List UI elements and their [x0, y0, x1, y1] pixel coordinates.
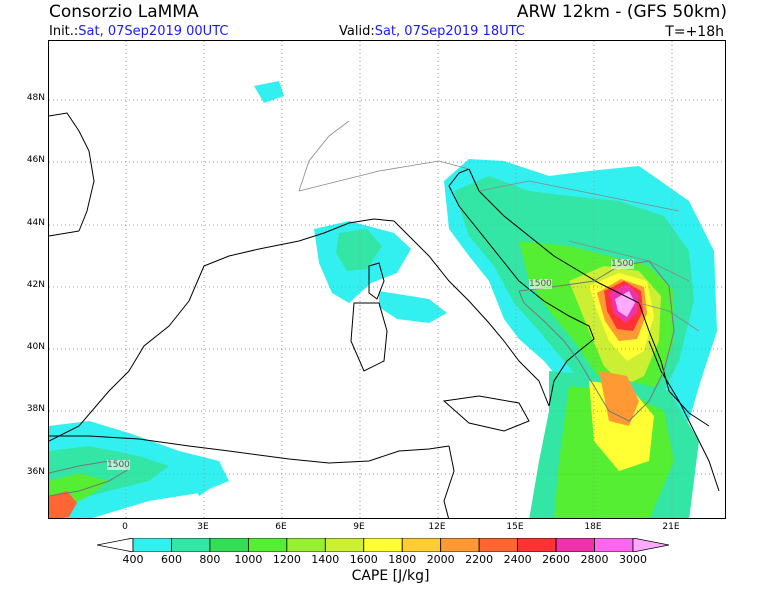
colorbar-segment-high [632, 538, 669, 552]
coast-italy-east [448, 185, 595, 407]
colorbar-segment [401, 538, 442, 552]
map-canvas [49, 41, 725, 518]
lat-label-42n: 42N [26, 280, 45, 290]
colorbar-segment [555, 538, 595, 552]
coastlines [49, 112, 720, 518]
valid-label: Valid: [339, 24, 375, 39]
valid-value: Sat, 07Sep2019 18UTC [374, 24, 525, 39]
colorbar-segment [286, 538, 326, 552]
borders [298, 120, 700, 332]
border-balkans-3 [638, 302, 700, 332]
model-title: ARW 12km - (GFS 50km) [516, 2, 727, 22]
colorbar-segment [478, 538, 519, 552]
valid-time: Valid:Sat, 07Sep2019 18UTC [339, 24, 525, 39]
colorbar-label: 800 [199, 553, 221, 566]
coast-adriatic-north [448, 168, 470, 187]
colorbar-label: 600 [160, 553, 182, 566]
coast-corsica [368, 262, 385, 300]
colorbar-label: 1600 [349, 553, 378, 566]
forecast-step: T=+18h [665, 24, 724, 40]
colorbar-segment [324, 538, 365, 552]
coast-spain-north [49, 230, 80, 237]
cape-area-tyrrhenian-inner [336, 229, 382, 271]
lat-label-38n: 38N [26, 404, 45, 414]
colorbar-segment [209, 538, 249, 552]
colorbar-segment [594, 538, 634, 552]
colorbar-label: 2600 [542, 553, 571, 566]
colorbar-label: 1800 [388, 553, 417, 566]
coast-balkans [468, 168, 710, 427]
cape-area-alps-patch [254, 81, 284, 103]
colorbar-label: 2800 [580, 553, 609, 566]
coast-france-atlantic [49, 112, 95, 232]
cape-colorbar [97, 538, 669, 552]
colorbar-title: CAPE [J/kg] [351, 568, 430, 584]
org-title: Consorzio LaMMA [49, 2, 199, 22]
colorbar-label: 1200 [272, 553, 301, 566]
colorbar-label: 400 [122, 553, 144, 566]
lon-label-21e: 21E [662, 522, 680, 532]
init-time: Init.:Sat, 07Sep2019 00UTC [49, 24, 228, 39]
contour-label-2: 1500 [529, 279, 552, 289]
border-balkans-1 [478, 180, 680, 212]
lon-label-0: 0 [122, 522, 128, 532]
cape-area-ionian-orange [599, 371, 639, 426]
graticule [49, 41, 725, 518]
colorbar-segment-low [97, 538, 134, 552]
coast-tunisia [443, 445, 455, 518]
coast-greece [648, 340, 720, 492]
lat-label-44n: 44N [26, 218, 45, 228]
contour-label-3: 1500 [107, 460, 130, 470]
coast-spain-east [49, 265, 205, 442]
colorbar-label: 1000 [234, 553, 263, 566]
colorbar-segment [247, 538, 288, 552]
lon-label-6e: 6E [275, 522, 287, 532]
colorbar-segment [171, 538, 211, 552]
init-value: Sat, 07Sep2019 00UTC [78, 24, 229, 39]
contour-label-1: 1500 [611, 259, 634, 269]
lon-label-3e: 3E [197, 522, 209, 532]
cape-shading [49, 81, 717, 518]
colorbar-label: 3000 [619, 553, 647, 566]
colorbar-label: 1400 [311, 553, 340, 566]
lon-label-18e: 18E [584, 522, 602, 532]
lat-label-46n: 46N [26, 155, 45, 165]
coast-gulf-of-lion [203, 218, 395, 267]
colorbar-segment [440, 538, 480, 552]
lat-label-36n: 36N [26, 467, 45, 477]
lat-label-48n: 48N [26, 93, 45, 103]
colorbar-segment [132, 538, 172, 552]
border-france-swiss [298, 120, 350, 192]
lon-label-9e: 9E [353, 522, 365, 532]
colorbar-label: 2200 [465, 553, 494, 566]
cape-area-sardinia-south [379, 291, 447, 323]
coast-north-africa [49, 435, 450, 464]
cape-area-adriatic-pink [615, 291, 635, 317]
border-alps [298, 160, 470, 192]
init-label: Init.: [49, 24, 79, 39]
colorbar-segment [363, 538, 403, 552]
cape-area-southwest-red [49, 491, 77, 518]
coast-sardinia [350, 302, 388, 372]
cape-map: 1500 1500 1500 [48, 40, 726, 519]
cape-area-tunisia-patch [187, 461, 214, 496]
lat-label-40n: 40N [26, 342, 45, 352]
lon-label-15e: 15E [506, 522, 524, 532]
coast-italy-west [393, 220, 550, 407]
coast-sicily [442, 395, 530, 432]
colorbar-label: 2400 [503, 553, 532, 566]
lon-label-12e: 12E [428, 522, 446, 532]
colorbar-label: 2000 [426, 553, 455, 566]
border-balkans-2 [568, 240, 690, 282]
colorbar-segment [517, 538, 557, 552]
contour-line-balkan [518, 260, 675, 422]
